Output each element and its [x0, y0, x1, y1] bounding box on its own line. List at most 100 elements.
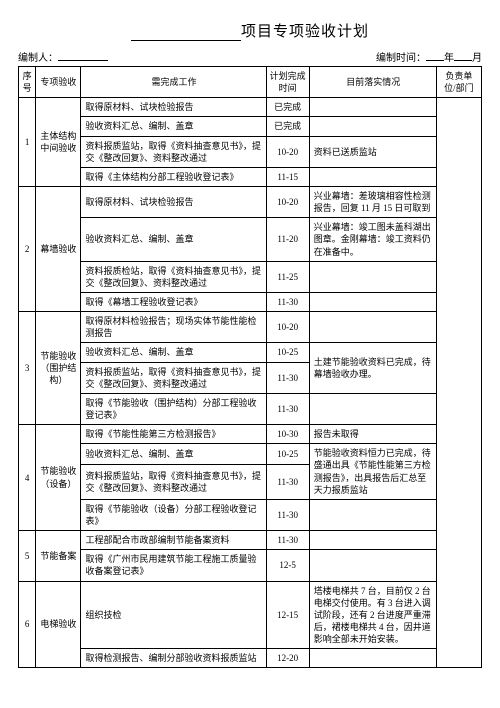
table-body: 1主体结构中间验收取得原材料、试块检验报告已完成验收资料汇总、编制、盖章已完成资…: [19, 98, 482, 668]
cell-task: 取得原材料检验报告；现场实体节能性能检测报告: [81, 312, 266, 343]
cell-date: 11-25: [266, 261, 309, 292]
cell-status: [309, 649, 436, 668]
cell-date: 11-15: [266, 167, 309, 186]
cell-task: 资料报质监站，取得《资料抽查意见书》，提交《整改回复》、资料整改通过: [81, 362, 266, 393]
cell-status: 兴业幕墙：竣工图未盖科湖出图章。金刚幕墙：竣工资料仍在准备中。: [309, 218, 436, 261]
cell-status: [309, 167, 436, 186]
page-title: 项目专项验收计划: [18, 20, 482, 41]
cell-idx: 5: [19, 531, 36, 581]
cell-date: 10-25: [266, 444, 309, 465]
meta-left: 编制人：: [18, 49, 108, 64]
cell-task: 验收资料汇总、编制、盖章: [81, 117, 266, 136]
th-status: 目前落实情况: [309, 67, 436, 98]
month-blank: [454, 60, 472, 61]
cell-date: 10-20: [266, 136, 309, 167]
cell-category: 节能验收（围护结构）: [36, 312, 81, 425]
cell-status: [309, 550, 436, 581]
cell-date: 11-30: [266, 393, 309, 424]
th-category: 专项验收: [36, 67, 81, 98]
cell-task: 验收资料汇总、编制、盖章: [81, 444, 266, 465]
cell-date: 12-15: [266, 581, 309, 649]
table-row: 取得《主体结构分部工程验收登记表》11-15: [19, 167, 482, 186]
cell-task: 取得《节能验收（围护结构）分部工程验收登记表》: [81, 393, 266, 424]
cell-task: 验收资料汇总、编制、盖章: [81, 343, 266, 362]
table-row: 1主体结构中间验收取得原材料、试块检验报告已完成: [19, 98, 482, 117]
table-row: 资料报质监站，取得《资料抽查意见书》，提交《整改回复》、资料整改通过10-20资…: [19, 136, 482, 167]
cell-idx: 6: [19, 581, 36, 668]
cell-date: 11-30: [266, 292, 309, 311]
cell-category: 节能验收（设备）: [36, 425, 81, 531]
cell-task: 验收资料汇总、编制、盖章: [81, 218, 266, 261]
cell-task: 资料报质监站，取得《资料抽查意见书》，提交《整改回复》、资料整改通过: [81, 465, 266, 499]
cell-idx: 4: [19, 425, 36, 531]
cell-dept: [436, 98, 481, 668]
year-char: 年: [444, 53, 454, 64]
year-blank: [426, 60, 444, 61]
cell-task: 资料报质监站，取得《资料抽查意见书》，提交《整改回复》、资料整改通过: [81, 136, 266, 167]
cell-idx: 2: [19, 186, 36, 311]
table-row: 6电梯验收组织技检12-15塔楼电梯共 7 台，目前仅 2 台电梯交付使用。有 …: [19, 581, 482, 649]
table-row: 验收资料汇总、编制、盖章10-25节能验收资料恒力已完成，待盛通出具《节能性能第…: [19, 444, 482, 465]
table-row: 验收资料汇总、编制、盖章10-25土建节能验收资料已完成，待幕墙验收办理。: [19, 343, 482, 362]
cell-task: 组织技检: [81, 581, 266, 649]
cell-task: 工程部配合市政部编制节能备案资料: [81, 531, 266, 550]
cell-status: 塔楼电梯共 7 台，目前仅 2 台电梯交付使用。有 3 台进入调试阶段，还有 2…: [309, 581, 436, 649]
month-char: 月: [472, 53, 482, 64]
acceptance-table: 序号 专项验收 需完成工作 计划完成时间 目前落实情况 负责单位/部门 1主体结…: [18, 66, 482, 668]
table-row: 资料报质检站，取得《资料抽查意见书》，提交《整改回复》、资料整改通过11-25: [19, 261, 482, 292]
table-row: 5节能备案工程部配合市政部编制节能备案资料11-30: [19, 531, 482, 550]
table-row: 取得检测报告、编制分部验收资料报质监站12-20: [19, 649, 482, 668]
cell-status: [309, 499, 436, 530]
title-text: 项目专项验收计划: [241, 24, 369, 40]
th-task: 需完成工作: [81, 67, 266, 98]
cell-category: 幕墙验收: [36, 186, 81, 311]
cell-task: 取得《节能验收（设备）分部工程验收登记表》: [81, 499, 266, 530]
cell-task: 取得检测报告、编制分部验收资料报质监站: [81, 649, 266, 668]
th-dept: 负责单位/部门: [436, 67, 481, 98]
meta-row: 编制人： 编制时间： 年 月: [18, 49, 482, 64]
cell-category: 电梯验收: [36, 581, 81, 668]
cell-date: 10-20: [266, 186, 309, 217]
date-label: 编制时间：: [376, 53, 426, 64]
table-header-row: 序号 专项验收 需完成工作 计划完成时间 目前落实情况 负责单位/部门: [19, 67, 482, 98]
cell-task: 取得《节能性能第三方检测报告》: [81, 425, 266, 444]
cell-status: 节能验收资料恒力已完成，待盛通出具《节能性能第三方检测报告》，出具报告后汇总至天…: [309, 444, 436, 500]
cell-date: 11-30: [266, 465, 309, 499]
cell-category: 节能备案: [36, 531, 81, 581]
table-row: 取得《节能验收（围护结构）分部工程验收登记表》11-30: [19, 393, 482, 424]
cell-status: [309, 117, 436, 136]
author-label: 编制人：: [18, 53, 58, 64]
cell-task: 取得《广州市民用建筑节能工程施工质量验收备案登记表》: [81, 550, 266, 581]
cell-date: 11-20: [266, 218, 309, 261]
cell-task: 资料报质检站，取得《资料抽查意见书》，提交《整改回复》、资料整改通过: [81, 261, 266, 292]
cell-date: 已完成: [266, 98, 309, 117]
cell-task: 取得原材料、试块检验报告: [81, 186, 266, 217]
author-blank: [58, 60, 108, 61]
cell-status: [309, 393, 436, 424]
cell-date: 12-5: [266, 550, 309, 581]
th-idx: 序号: [19, 67, 36, 98]
cell-status: [309, 98, 436, 117]
cell-category: 主体结构中间验收: [36, 98, 81, 187]
cell-date: 11-30: [266, 362, 309, 393]
cell-date: 10-30: [266, 425, 309, 444]
table-row: 4节能验收（设备）取得《节能性能第三方检测报告》10-30报告未取得: [19, 425, 482, 444]
cell-status: 资料已送质监站: [309, 136, 436, 167]
cell-status: 报告未取得: [309, 425, 436, 444]
cell-date: 已完成: [266, 117, 309, 136]
cell-status: [309, 261, 436, 292]
meta-right: 编制时间： 年 月: [376, 49, 482, 64]
table-row: 取得《节能验收（设备）分部工程验收登记表》11-30: [19, 499, 482, 530]
cell-task: 取得《主体结构分部工程验收登记表》: [81, 167, 266, 186]
cell-status: [309, 531, 436, 550]
table-row: 验收资料汇总、编制、盖章11-20兴业幕墙：竣工图未盖科湖出图章。金刚幕墙：竣工…: [19, 218, 482, 261]
cell-status: 土建节能验收资料已完成，待幕墙验收办理。: [309, 343, 436, 393]
th-date: 计划完成时间: [266, 67, 309, 98]
table-row: 3节能验收（围护结构）取得原材料检验报告；现场实体节能性能检测报告10-20: [19, 312, 482, 343]
cell-idx: 1: [19, 98, 36, 187]
cell-status: 兴业幕墙：差玻璃相容性检测报告，回复 11 月 15 日可取到: [309, 186, 436, 217]
cell-status: [309, 292, 436, 311]
table-row: 2幕墙验收取得原材料、试块检验报告10-20兴业幕墙：差玻璃相容性检测报告，回复…: [19, 186, 482, 217]
table-row: 取得《幕墙工程验收登记表》11-30: [19, 292, 482, 311]
table-row: 取得《广州市民用建筑节能工程施工质量验收备案登记表》12-5: [19, 550, 482, 581]
